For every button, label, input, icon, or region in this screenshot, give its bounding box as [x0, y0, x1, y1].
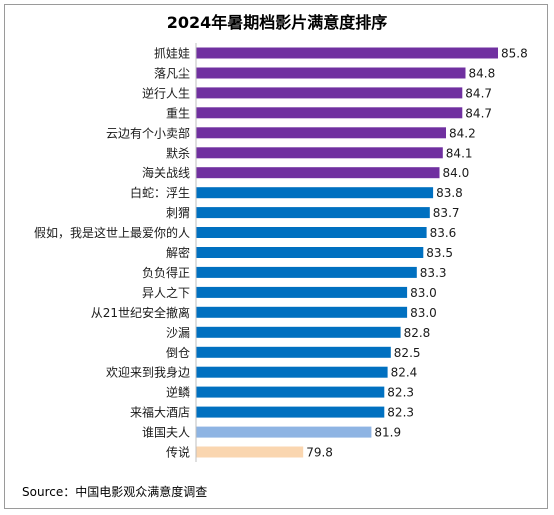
bar-9: [196, 227, 427, 238]
bar-0: [196, 47, 498, 59]
value-label-18: 82.3: [387, 406, 414, 420]
value-label-20: 79.8: [306, 446, 333, 460]
value-label-7: 83.8: [436, 186, 463, 200]
value-label-14: 82.8: [404, 326, 431, 340]
value-label-2: 84.7: [465, 86, 492, 100]
category-label-11: 负负得正: [142, 265, 190, 280]
category-label-10: 解密: [166, 245, 190, 260]
bars-group: 抓娃娃 85.8 落凡尘 84.8 逆行人生 84.7 重生 84.7 云边有个小卖部 84.2 默…: [34, 47, 528, 460]
value-label-0: 85.8: [501, 47, 528, 61]
category-label-20: 传说: [166, 445, 190, 460]
category-label-2: 逆行人生: [142, 85, 190, 100]
category-label-4: 云边有个小卖部: [106, 125, 190, 140]
bar-12: [196, 286, 408, 298]
value-label-8: 83.7: [433, 206, 460, 220]
bar-2: [196, 87, 463, 99]
value-label-9: 83.6: [430, 226, 457, 240]
category-label-3: 重生: [166, 106, 190, 120]
bar-5: [196, 147, 443, 159]
bar-11: [196, 266, 417, 278]
source-note: Source：中国电影观众满意度调查: [22, 485, 208, 499]
bar-1: [196, 67, 466, 79]
category-label-17: 逆鳞: [166, 385, 190, 400]
category-label-19: 谁国夫人: [142, 426, 190, 440]
value-label-16: 82.4: [391, 366, 418, 380]
category-label-13: 从21世纪安全撤离: [91, 305, 190, 320]
value-label-13: 83.0: [410, 306, 437, 320]
value-label-5: 84.1: [446, 146, 473, 160]
bar-16: [196, 366, 388, 378]
category-label-0: 抓娃娃: [154, 47, 190, 61]
category-label-1: 落凡尘: [154, 67, 190, 81]
category-label-8: 刺猬: [166, 206, 190, 220]
bar-13: [196, 306, 408, 318]
category-label-7: 白蛇：浮生: [130, 185, 190, 200]
value-label-17: 82.3: [387, 386, 414, 400]
bar-6: [196, 167, 440, 179]
bar-3: [196, 107, 463, 119]
bar-10: [196, 247, 424, 258]
chart-title: 2024年暑期档影片满意度排序: [166, 13, 388, 32]
bar-19: [196, 426, 372, 438]
bar-17: [196, 386, 385, 398]
value-label-3: 84.7: [465, 106, 492, 120]
bar-8: [196, 207, 430, 219]
value-label-1: 84.8: [469, 67, 496, 81]
bar-7: [196, 187, 434, 199]
value-label-10: 83.5: [426, 246, 453, 260]
bar-14: [196, 326, 401, 338]
category-label-14: 沙漏: [166, 326, 190, 340]
value-label-6: 84.0: [443, 166, 470, 180]
category-label-18: 来福大酒店: [130, 405, 190, 420]
category-label-12: 异人之下: [142, 286, 190, 300]
category-label-16: 欢迎来到我身边: [106, 365, 190, 380]
value-label-15: 82.5: [394, 346, 421, 360]
category-label-9: 假如，我是这世上最爱你的人: [34, 225, 190, 240]
bar-18: [196, 406, 385, 418]
bar-20: [196, 446, 304, 458]
value-label-11: 83.3: [420, 266, 447, 280]
value-label-19: 81.9: [374, 426, 401, 440]
category-label-6: 海关战线: [142, 165, 190, 180]
value-label-4: 84.2: [449, 126, 476, 140]
bar-15: [196, 346, 391, 358]
category-label-15: 倒仓: [166, 346, 190, 360]
value-label-12: 83.0: [410, 286, 437, 300]
category-label-5: 默杀: [166, 145, 190, 160]
bar-4: [196, 127, 446, 139]
